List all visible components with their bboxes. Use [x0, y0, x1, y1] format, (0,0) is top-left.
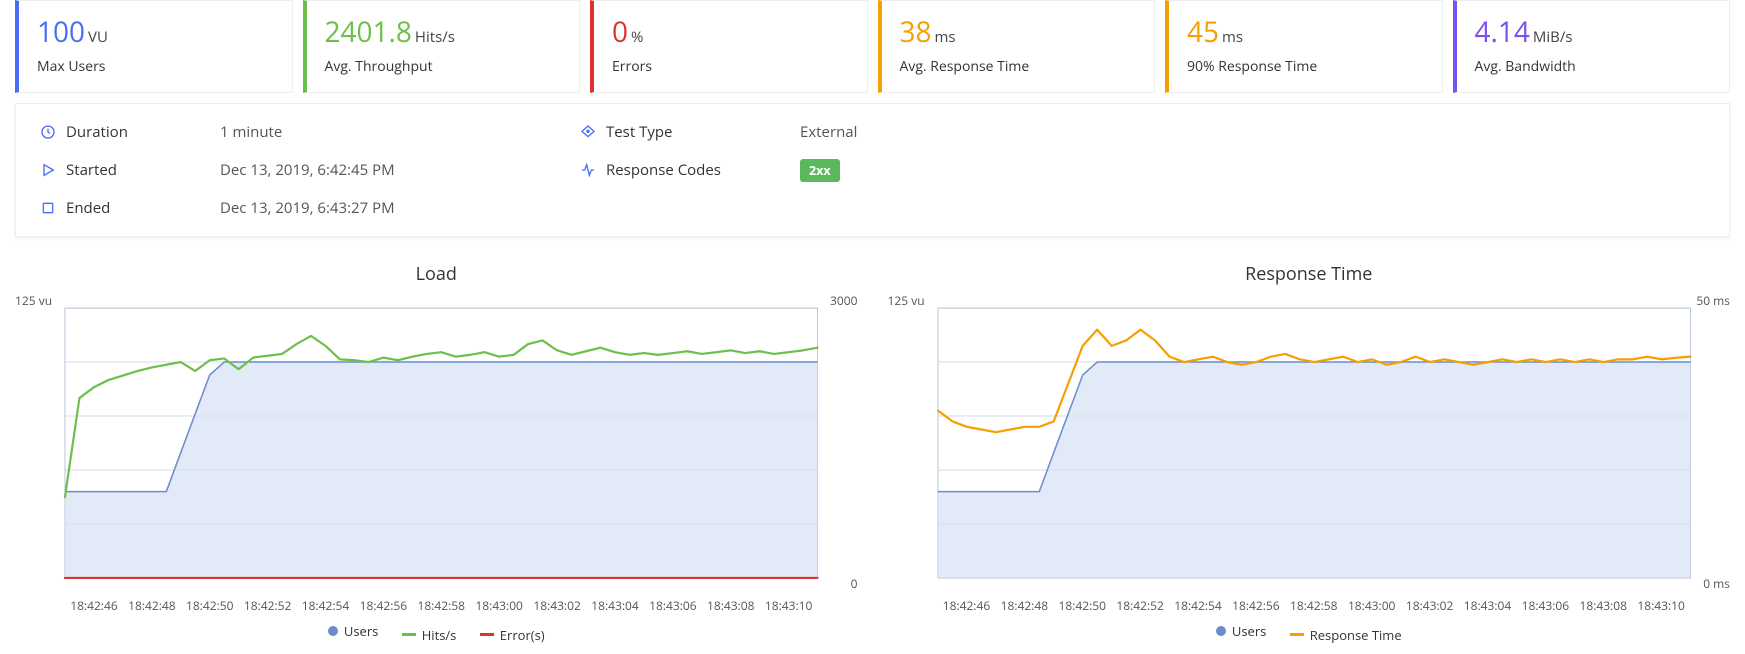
- charts-row: Load 125 vu 3000 0 18:42:4618:42:4818:42…: [0, 237, 1745, 654]
- metric-card: 0% Errors: [590, 0, 868, 93]
- activity-icon: [580, 162, 596, 178]
- detail-started-key: Started: [40, 160, 220, 180]
- detail-label: Test Type: [606, 122, 672, 142]
- legend-item: Error(s): [480, 626, 545, 644]
- metric-card: 100VU Max Users: [15, 0, 293, 93]
- axis-label: 50 ms: [1696, 292, 1730, 309]
- axis-label: 125 vu: [15, 292, 52, 309]
- test-details-panel: Duration 1 minute Test Type External Sta…: [15, 103, 1730, 237]
- stop-icon: [40, 200, 56, 216]
- legend-label: Hits/s: [422, 626, 457, 644]
- detail-duration-val: 1 minute: [220, 122, 580, 142]
- metric-value: 0: [612, 13, 628, 51]
- metrics-row: 100VU Max Users 2401.8Hits/s Avg. Throughpu…: [0, 0, 1745, 93]
- tag-icon: [580, 124, 596, 140]
- metric-label: Avg. Response Time: [900, 57, 1137, 76]
- metric-card: 45ms 90% Response Time: [1165, 0, 1443, 93]
- metric-unit: ms: [935, 27, 956, 47]
- detail-label: Started: [66, 160, 117, 180]
- detail-ended-val: Dec 13, 2019, 6:43:27 PM: [220, 198, 580, 218]
- detail-label: Duration: [66, 122, 128, 142]
- response-chart: 125 vu 50 ms 0 ms 18:42:4618:42:4818:42:…: [888, 298, 1731, 614]
- load-legend: Users Hits/s Error(s): [15, 622, 858, 644]
- response-chart-panel: Response Time 125 vu 50 ms 0 ms 18:42:46…: [888, 262, 1731, 644]
- detail-ended-key: Ended: [40, 198, 220, 218]
- clock-icon: [40, 124, 56, 140]
- detail-testtype-val: External: [800, 122, 1705, 142]
- legend-item: Hits/s: [402, 626, 457, 644]
- metric-unit: Hits/s: [415, 27, 455, 47]
- metric-label: 90% Response Time: [1187, 57, 1424, 76]
- metric-unit: %: [631, 27, 643, 47]
- legend-label: Response Time: [1310, 626, 1402, 644]
- metric-value: 100: [37, 13, 85, 51]
- metric-label: Avg. Bandwidth: [1475, 57, 1712, 76]
- metric-value: 2401.8: [325, 13, 412, 51]
- detail-respcodes-val: 2xx: [800, 158, 1705, 182]
- chart-title: Load: [15, 262, 858, 286]
- load-chart: 125 vu 3000 0 18:42:4618:42:4818:42:5018…: [15, 298, 858, 614]
- axis-label: 3000: [830, 292, 857, 309]
- play-icon: [40, 162, 56, 178]
- response-legend: Users Response Time: [888, 622, 1731, 644]
- legend-item: Response Time: [1290, 626, 1402, 644]
- metric-value: 38: [900, 13, 932, 51]
- metric-unit: ms: [1222, 27, 1243, 47]
- metric-unit: VU: [88, 27, 108, 47]
- legend-item: Users: [1216, 622, 1266, 640]
- x-axis-ticks: 18:42:4618:42:4818:42:5018:42:5218:42:54…: [15, 593, 858, 614]
- metric-unit: MiB/s: [1533, 27, 1573, 47]
- metric-label: Errors: [612, 57, 849, 76]
- chart-title: Response Time: [888, 262, 1731, 286]
- load-chart-panel: Load 125 vu 3000 0 18:42:4618:42:4818:42…: [15, 262, 858, 644]
- metric-card: 38ms Avg. Response Time: [878, 0, 1156, 93]
- legend-label: Users: [1232, 622, 1266, 640]
- metric-card: 4.14MiB/s Avg. Bandwidth: [1453, 0, 1731, 93]
- legend-item: Users: [328, 622, 378, 640]
- response-chart-svg: [888, 298, 1731, 588]
- detail-label: Ended: [66, 198, 110, 218]
- metric-value: 4.14: [1475, 13, 1530, 51]
- metric-label: Avg. Throughput: [325, 57, 562, 76]
- detail-started-val: Dec 13, 2019, 6:42:45 PM: [220, 160, 580, 180]
- legend-label: Error(s): [500, 626, 545, 644]
- axis-label: 0: [851, 575, 858, 592]
- axis-label: 125 vu: [888, 292, 925, 309]
- metric-card: 2401.8Hits/s Avg. Throughput: [303, 0, 581, 93]
- legend-label: Users: [344, 622, 378, 640]
- detail-testtype-key: Test Type: [580, 122, 800, 142]
- axis-label: 0 ms: [1703, 575, 1730, 592]
- metric-label: Max Users: [37, 57, 274, 76]
- load-chart-svg: [15, 298, 858, 588]
- detail-respcodes-key: Response Codes: [580, 160, 800, 180]
- detail-duration-key: Duration: [40, 122, 220, 142]
- status-badge-2xx: 2xx: [800, 159, 840, 182]
- detail-label: Response Codes: [606, 160, 721, 180]
- x-axis-ticks: 18:42:4618:42:4818:42:5018:42:5218:42:54…: [888, 593, 1731, 614]
- metric-value: 45: [1187, 13, 1219, 51]
